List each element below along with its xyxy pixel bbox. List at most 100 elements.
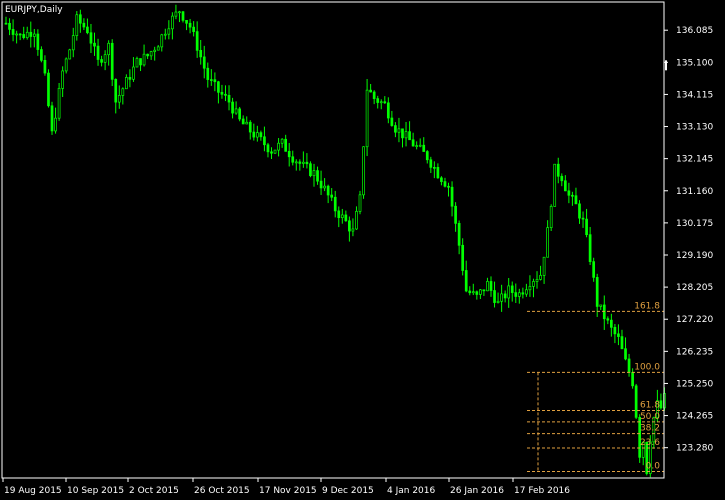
candle-body <box>209 79 213 81</box>
candle-body <box>489 281 493 291</box>
candle-body <box>163 33 167 36</box>
candle-body <box>294 161 298 164</box>
candles-group <box>4 4 666 478</box>
candle-body <box>493 290 496 303</box>
candle-body <box>486 281 489 292</box>
candle-body <box>549 206 553 228</box>
candle-body <box>199 49 203 58</box>
candle-body <box>638 417 642 458</box>
y-tick-label: 123.280 <box>676 444 713 454</box>
x-tick-label: 10 Sep 2015 <box>67 486 124 496</box>
candle-body <box>348 220 351 232</box>
candle-body <box>18 33 22 36</box>
candle-body <box>47 72 50 107</box>
candle-body <box>500 293 503 302</box>
candle-body <box>610 319 613 328</box>
x-tick-label: 26 Jan 2016 <box>450 486 504 496</box>
y-tick-label: 128.205 <box>676 283 713 293</box>
candle-body <box>648 441 652 474</box>
candle-body <box>326 185 330 196</box>
candle-body <box>408 131 411 141</box>
candle-body <box>599 304 603 307</box>
candle-body <box>68 49 72 60</box>
candle-body <box>464 270 468 292</box>
fib-level-label: 61.8 <box>640 401 660 411</box>
candle-body <box>588 234 592 262</box>
candle-body <box>507 285 511 299</box>
y-tick-label: 133.130 <box>676 123 713 133</box>
candle-body <box>149 51 153 57</box>
fib-level-label: 161.8 <box>634 301 660 311</box>
candle-body <box>255 132 259 138</box>
candle-body <box>107 42 111 56</box>
candle-body <box>517 292 521 297</box>
y-tick-label: 132.145 <box>676 155 713 165</box>
candle-body <box>309 163 312 177</box>
y-tick-label: 129.190 <box>676 251 713 261</box>
candle-body <box>174 11 178 17</box>
candle-body <box>634 385 638 418</box>
candle-body <box>50 105 54 132</box>
candle-body <box>620 336 624 350</box>
candle-body <box>447 185 450 188</box>
candle-body <box>263 136 266 146</box>
candle-body <box>206 67 210 80</box>
candle-body <box>100 59 103 63</box>
candle-body <box>440 177 443 182</box>
y-tick-label: 131.160 <box>676 187 713 197</box>
x-tick-label: 4 Jan 2016 <box>387 486 435 496</box>
candle-body <box>220 91 224 95</box>
candle-body <box>394 125 397 133</box>
candle-body <box>178 11 181 14</box>
x-tick-label: 2 Oct 2015 <box>129 486 179 496</box>
candle-body <box>528 286 532 291</box>
candle-body <box>386 102 390 119</box>
candle-body <box>542 256 546 276</box>
candle-body <box>355 211 358 230</box>
candle-body <box>652 417 656 443</box>
candle-body <box>365 89 369 148</box>
x-axis: 19 Aug 2015 10 Sep 2015 2 Oct 2015 26 Oct 2… <box>2 478 570 496</box>
symbol-label: EURJPY,Daily <box>5 5 63 15</box>
candle-body <box>234 108 238 114</box>
candle-body <box>323 185 326 189</box>
candle-body <box>641 441 645 458</box>
x-tick-label: 17 Nov 2015 <box>259 486 317 496</box>
candle-body <box>450 186 454 207</box>
y-tick-label: 134.115 <box>676 90 713 100</box>
candle-body <box>556 163 560 177</box>
candle-body <box>585 218 588 236</box>
candle-body <box>358 194 362 212</box>
y-tick-label: 127.220 <box>676 315 713 325</box>
candle-body <box>217 81 220 93</box>
candle-body <box>461 244 465 271</box>
candle-body <box>252 131 256 138</box>
candle-body <box>75 14 79 36</box>
candle-body <box>121 88 125 96</box>
candle-body <box>11 29 15 35</box>
y-tick-label: 125.250 <box>676 379 713 389</box>
candle-body <box>376 98 380 103</box>
x-tick-label: 26 Oct 2015 <box>194 486 250 496</box>
candle-body <box>401 128 404 139</box>
fib-level-label: 38.2 <box>640 424 660 434</box>
candle-body <box>93 42 96 47</box>
candle-body <box>581 217 585 220</box>
candle-body <box>270 151 273 154</box>
candle-body <box>241 118 245 125</box>
y-tick-label: 135.100 <box>676 58 713 68</box>
y-tick-label: 126.235 <box>676 347 713 357</box>
candle-body <box>539 275 542 280</box>
candle-body <box>188 22 192 28</box>
candle-body <box>475 291 479 295</box>
candle-body <box>71 35 75 51</box>
candle-body <box>15 33 18 36</box>
candle-body <box>231 101 234 114</box>
candle-body <box>142 53 146 66</box>
candle-body <box>192 26 195 32</box>
candle-body <box>40 49 43 61</box>
y-tick-label: 124.265 <box>676 412 713 422</box>
candle-body <box>61 70 64 89</box>
candle-body <box>383 101 387 104</box>
